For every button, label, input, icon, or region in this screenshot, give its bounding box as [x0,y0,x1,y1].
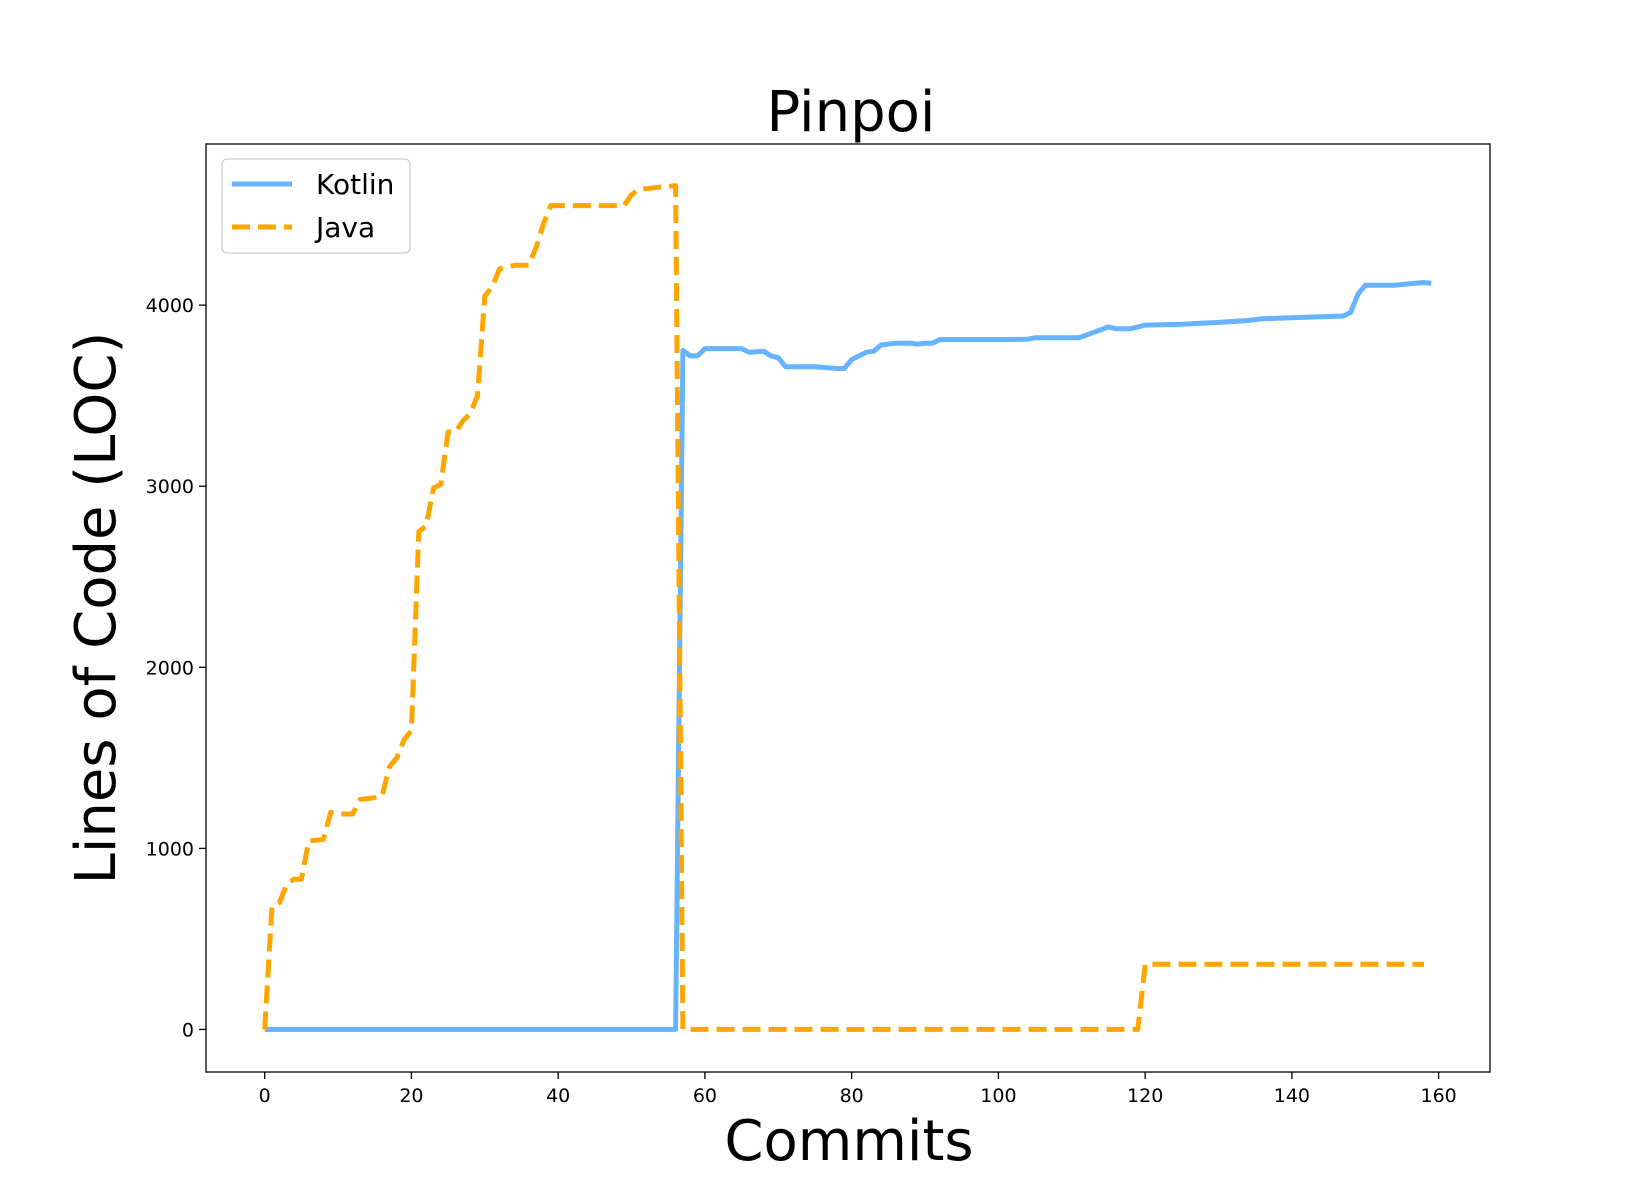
plot-area [262,183,1432,1032]
x-tick-label: 160 [1421,1085,1457,1107]
chart-title: Pinpoi [767,80,936,145]
y-tick-label: 1000 [146,838,194,860]
x-axis-title: Commits [724,1109,973,1174]
x-tick-label: 0 [259,1085,271,1107]
y-axis-ticks: 0 1000 2000 3000 4000 [146,295,206,1041]
x-tick-label: 80 [840,1085,864,1107]
y-tick-label: 0 [182,1019,194,1041]
x-tick-label: 40 [546,1085,570,1107]
y-tick-label: 3000 [146,476,194,498]
y-tick-label: 2000 [146,657,194,679]
legend-label-java: Java [314,211,375,244]
legend: Kotlin Java [221,158,411,254]
x-tick-label: 120 [1127,1085,1163,1107]
x-tick-label: 100 [980,1085,1016,1107]
series-line-java [262,183,1424,1032]
legend-label-kotlin: Kotlin [316,168,394,201]
series-line-kotlin [264,280,1432,1032]
y-tick-label: 4000 [146,295,194,317]
plot-frame [205,143,1491,1073]
x-tick-label: 60 [693,1085,717,1107]
x-tick-label: 20 [399,1085,423,1107]
x-axis-ticks: 0 20 40 60 80 100 120 140 160 [259,1072,1457,1107]
y-axis-title: Lines of Code (LOC) [64,332,129,885]
x-tick-label: 140 [1274,1085,1310,1107]
